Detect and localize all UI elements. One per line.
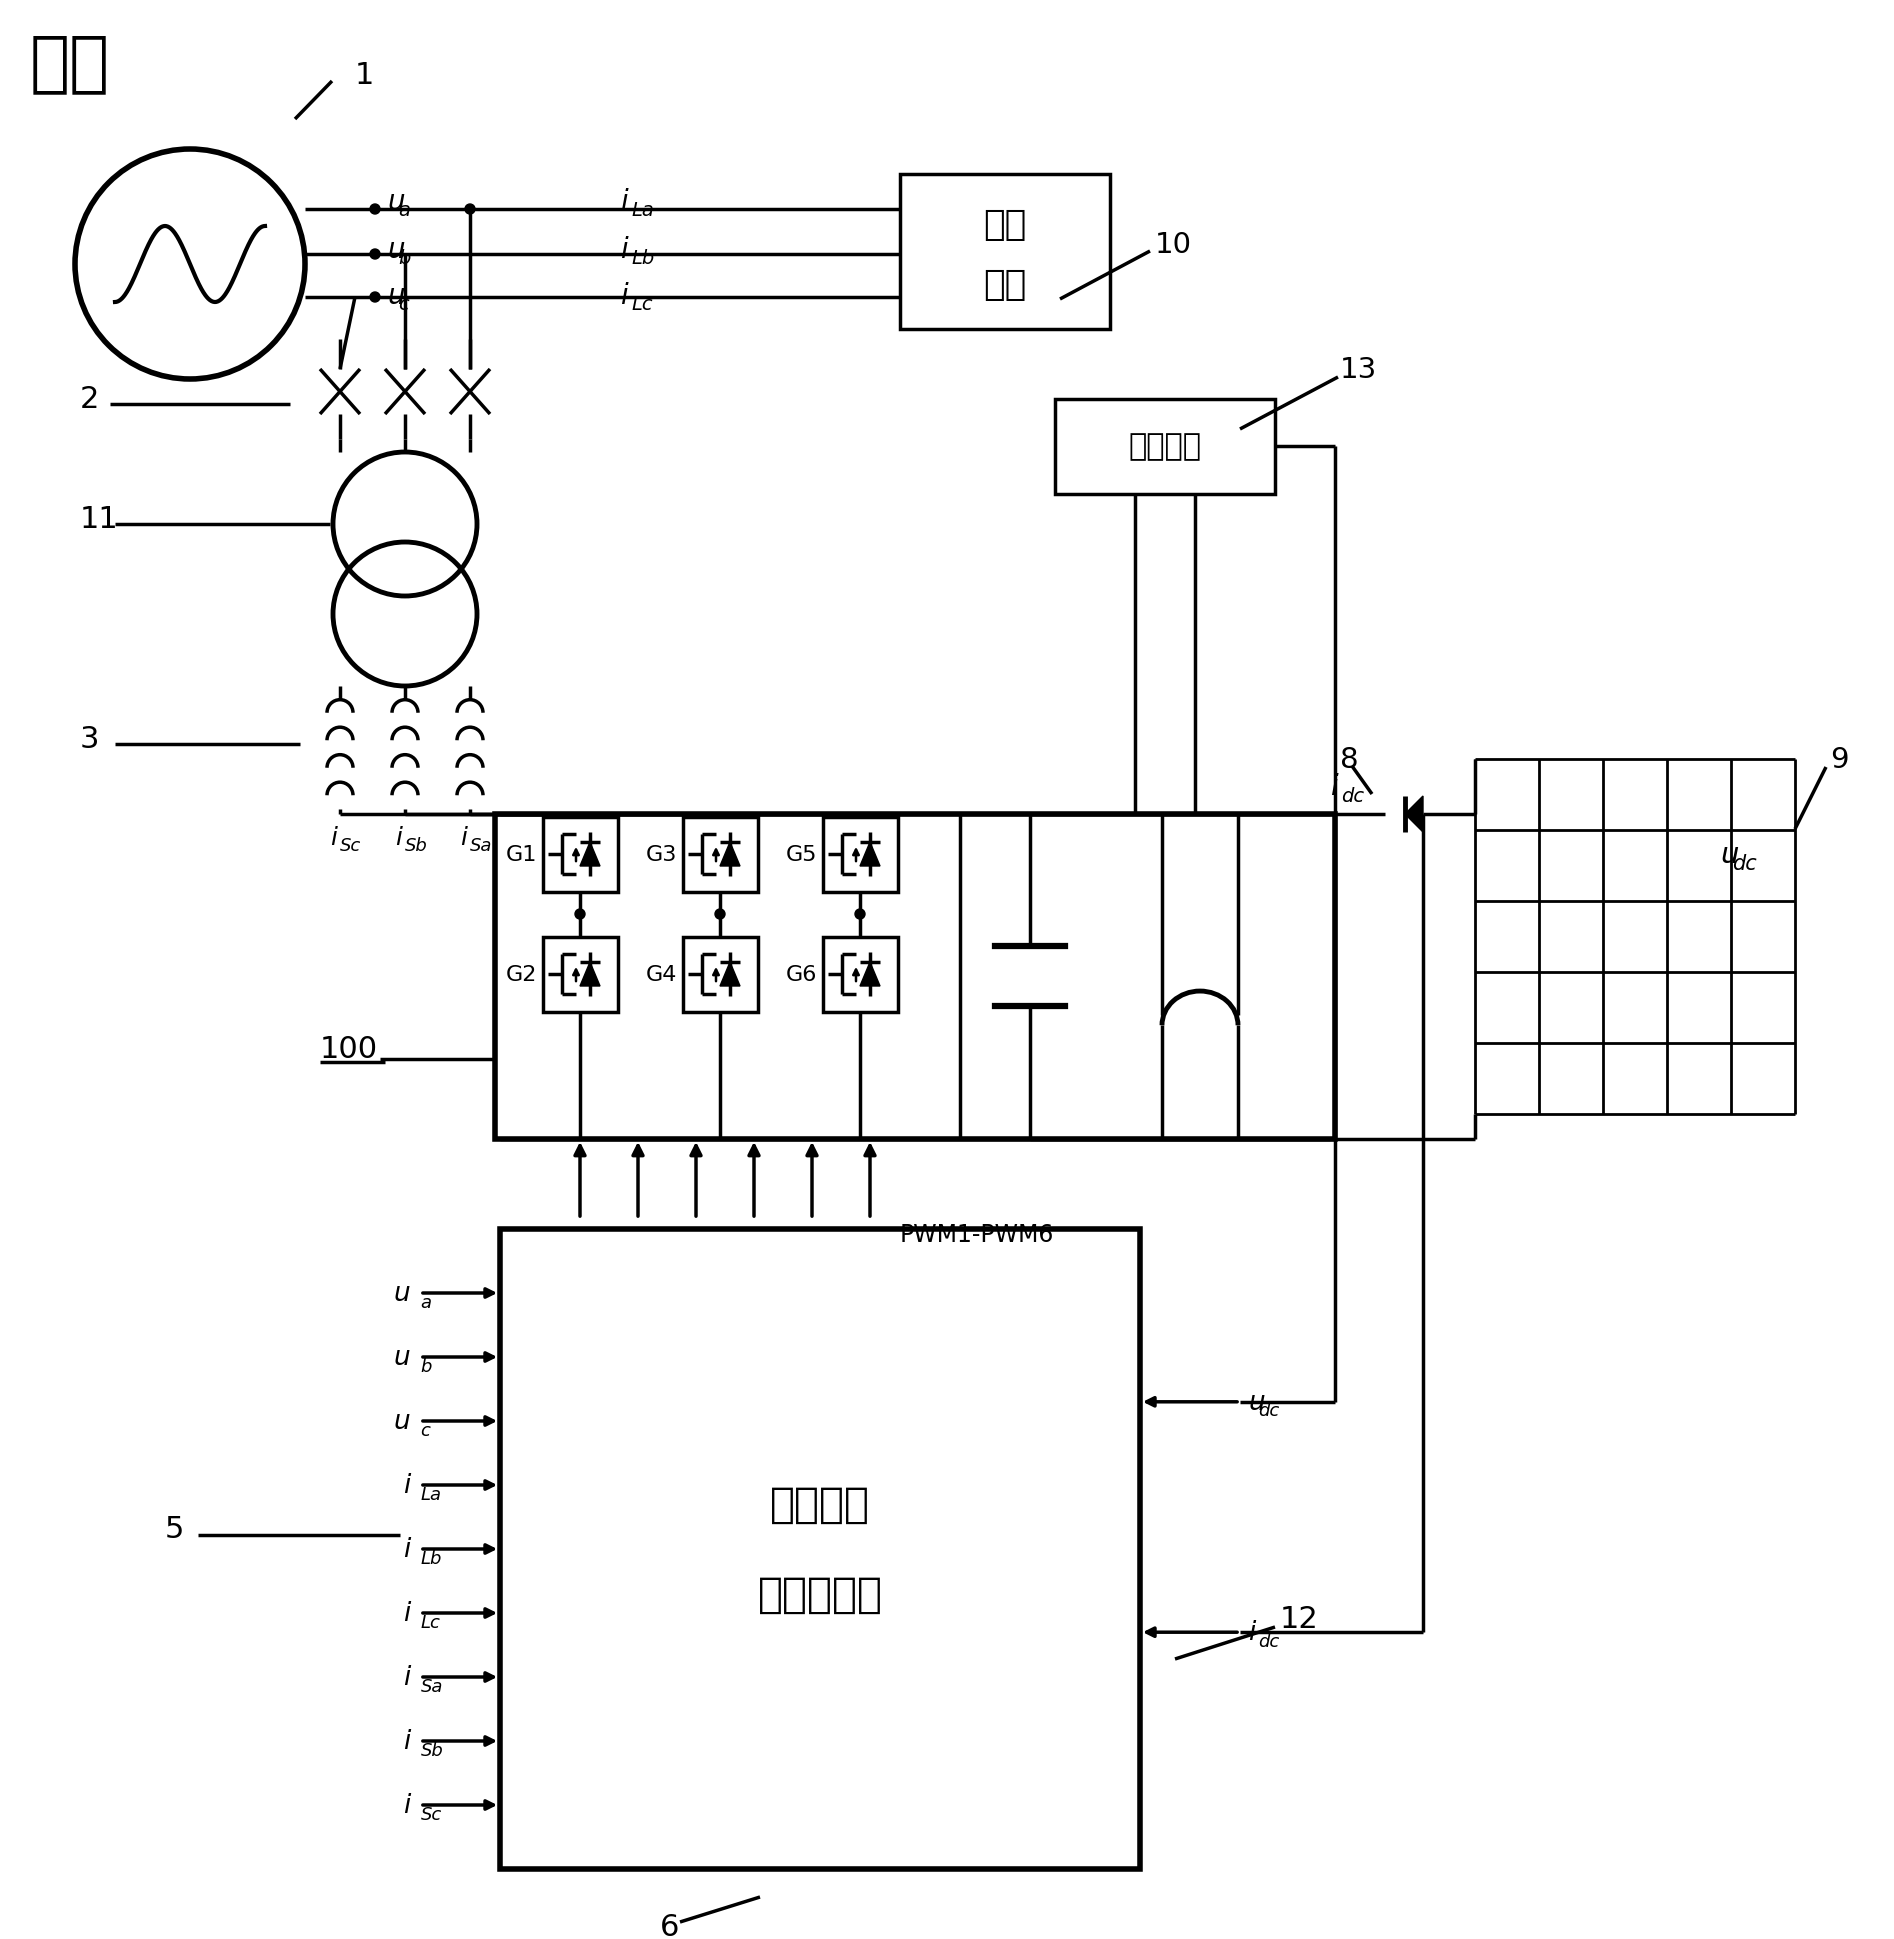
Text: dc: dc <box>1341 785 1364 805</box>
Text: i: i <box>396 826 402 849</box>
Text: Sc: Sc <box>420 1805 441 1823</box>
Circle shape <box>369 206 381 215</box>
Text: u: u <box>386 237 405 264</box>
Text: dc: dc <box>1731 853 1756 874</box>
Polygon shape <box>860 962 881 987</box>
Bar <box>824 818 898 892</box>
Text: G1: G1 <box>506 845 538 865</box>
Text: i: i <box>403 1664 409 1691</box>
Text: Lc: Lc <box>631 295 653 314</box>
Polygon shape <box>580 843 600 867</box>
Text: 8: 8 <box>1339 747 1358 774</box>
Bar <box>1055 399 1275 494</box>
Circle shape <box>854 909 866 919</box>
Text: Sa: Sa <box>470 836 492 855</box>
Text: a: a <box>398 202 409 221</box>
Text: La: La <box>631 202 653 221</box>
Text: i: i <box>619 188 627 215</box>
Text: i: i <box>619 237 627 264</box>
Circle shape <box>369 293 381 302</box>
Text: i: i <box>619 281 627 310</box>
Polygon shape <box>860 843 881 867</box>
Text: u: u <box>394 1280 409 1307</box>
Text: 电网: 电网 <box>30 29 110 95</box>
Text: 数据采集: 数据采集 <box>771 1483 869 1526</box>
Text: Lb: Lb <box>631 250 653 268</box>
Text: PWM1-PWM6: PWM1-PWM6 <box>900 1222 1055 1247</box>
Polygon shape <box>720 843 741 867</box>
Text: u: u <box>386 281 405 310</box>
Text: Sb: Sb <box>405 836 428 855</box>
Text: i: i <box>1330 772 1337 801</box>
Bar <box>900 175 1110 330</box>
Text: i: i <box>330 826 337 849</box>
Bar <box>824 938 898 1012</box>
Text: 负载: 负载 <box>983 268 1027 302</box>
Text: La: La <box>420 1485 441 1503</box>
Text: Lb: Lb <box>420 1549 441 1567</box>
Text: Sb: Sb <box>420 1741 443 1759</box>
Text: u: u <box>1720 842 1739 869</box>
Text: u: u <box>1248 1388 1265 1415</box>
Bar <box>494 814 1335 1140</box>
Text: Sa: Sa <box>420 1677 443 1695</box>
Text: 5: 5 <box>165 1514 184 1543</box>
Text: b: b <box>420 1357 432 1375</box>
Text: i: i <box>403 1472 409 1499</box>
Text: 100: 100 <box>320 1035 379 1065</box>
Text: G3: G3 <box>646 845 676 865</box>
Bar <box>684 938 758 1012</box>
Text: dc: dc <box>1258 1633 1280 1650</box>
Text: 10: 10 <box>1155 231 1191 260</box>
Polygon shape <box>1405 797 1422 832</box>
Text: i: i <box>403 1600 409 1627</box>
Text: i: i <box>1248 1619 1256 1646</box>
Circle shape <box>576 909 585 919</box>
Text: u: u <box>394 1408 409 1435</box>
Text: b: b <box>398 250 411 268</box>
Text: i: i <box>403 1536 409 1563</box>
Text: Sc: Sc <box>339 836 362 855</box>
Polygon shape <box>580 962 600 987</box>
Text: u: u <box>386 188 405 215</box>
Text: u: u <box>394 1344 409 1371</box>
Circle shape <box>369 250 381 260</box>
Text: i: i <box>460 826 468 849</box>
Text: G6: G6 <box>786 964 816 985</box>
Text: c: c <box>398 295 409 314</box>
Text: 3: 3 <box>80 725 100 754</box>
Text: 6: 6 <box>659 1912 680 1939</box>
Text: 和控制电路: 和控制电路 <box>758 1573 883 1615</box>
Text: i: i <box>403 1792 409 1819</box>
Text: 三相: 三相 <box>983 207 1027 242</box>
Text: 12: 12 <box>1280 1605 1318 1635</box>
Text: G5: G5 <box>786 845 816 865</box>
Text: 开关电源: 开关电源 <box>1129 432 1201 461</box>
Text: 9: 9 <box>1830 747 1849 774</box>
Text: 11: 11 <box>80 506 119 535</box>
Text: G4: G4 <box>646 964 676 985</box>
Text: dc: dc <box>1258 1402 1280 1419</box>
Bar <box>544 818 617 892</box>
Text: a: a <box>420 1293 432 1311</box>
Text: i: i <box>403 1728 409 1755</box>
Text: Lc: Lc <box>420 1613 439 1631</box>
Circle shape <box>466 206 475 215</box>
Text: c: c <box>420 1421 430 1439</box>
Circle shape <box>716 909 725 919</box>
Polygon shape <box>720 962 741 987</box>
Bar <box>544 938 617 1012</box>
Text: 13: 13 <box>1339 357 1377 384</box>
Text: 1: 1 <box>354 60 375 89</box>
Text: 2: 2 <box>80 386 98 415</box>
Text: G2: G2 <box>506 964 538 985</box>
Bar <box>684 818 758 892</box>
Bar <box>500 1229 1140 1869</box>
